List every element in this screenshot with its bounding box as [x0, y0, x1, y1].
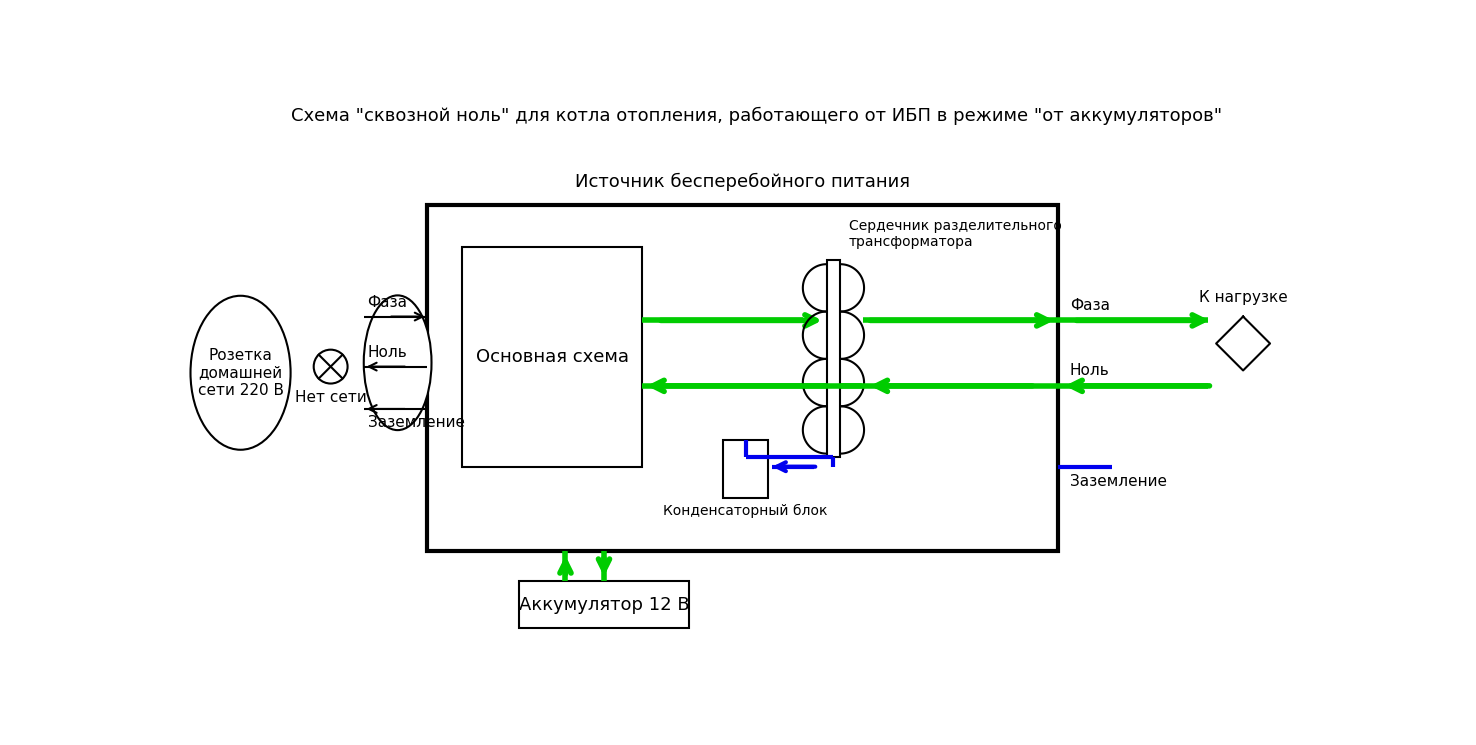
Text: Конденсаторный блок: Конденсаторный блок — [663, 504, 828, 518]
Text: Основная схема: Основная схема — [475, 348, 629, 366]
Text: Фаза: Фаза — [368, 295, 407, 311]
Text: Сердечник разделительного
трансформатора: Сердечник разделительного трансформатора — [849, 218, 1061, 249]
Bar — [520, 580, 689, 628]
Bar — [827, 260, 840, 457]
Bar — [723, 440, 768, 498]
Text: Нет сети: Нет сети — [295, 390, 366, 405]
Text: Ноль: Ноль — [368, 346, 407, 361]
Text: Ноль: Ноль — [1070, 363, 1110, 378]
Text: Заземление: Заземление — [1070, 475, 1168, 489]
Text: Источник бесперебойного питания: Источник бесперебойного питания — [576, 173, 911, 191]
Text: Схема "сквозной ноль" для котла отопления, работающего от ИБП в режиме "от аккум: Схема "сквозной ноль" для котла отоплени… — [291, 107, 1222, 124]
Text: Фаза: Фаза — [1070, 298, 1110, 313]
Text: К нагрузке: К нагрузке — [1199, 290, 1287, 305]
Text: Заземление: Заземление — [368, 415, 465, 430]
Bar — [462, 247, 642, 466]
Ellipse shape — [314, 349, 347, 384]
Ellipse shape — [190, 296, 291, 450]
Bar — [427, 205, 1058, 551]
Ellipse shape — [363, 295, 431, 430]
Text: Аккумулятор 12 В: Аккумулятор 12 В — [518, 595, 689, 614]
Text: Розетка
домашней
сети 220 В: Розетка домашней сети 220 В — [198, 348, 283, 398]
